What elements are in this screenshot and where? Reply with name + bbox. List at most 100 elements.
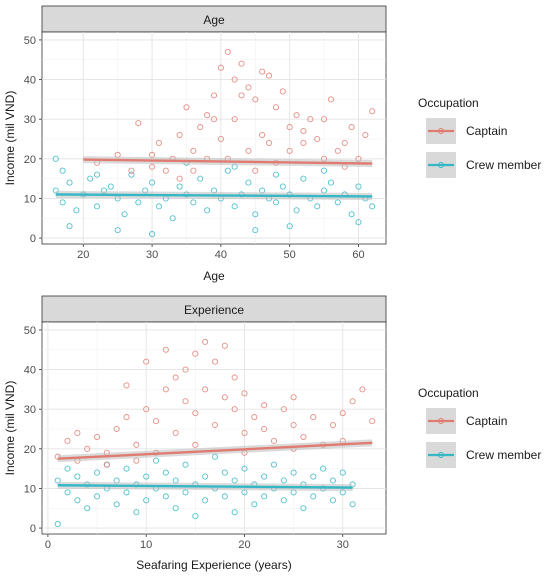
point-captain — [182, 398, 189, 405]
point-captain — [204, 112, 211, 119]
point-crew-member — [149, 231, 156, 238]
point-captain — [172, 429, 179, 437]
point-captain — [286, 147, 293, 154]
point-captain — [162, 386, 169, 393]
point-captain — [259, 68, 266, 75]
y-axis-title-experience: Income (mil VND) — [3, 381, 17, 476]
point-crew-member — [66, 179, 73, 186]
point-captain — [172, 374, 179, 381]
point-crew-member — [113, 501, 120, 508]
point-captain — [197, 124, 204, 131]
point-captain — [221, 342, 228, 349]
legend-key-point-captain-experience — [438, 418, 444, 424]
point-crew-member — [74, 473, 81, 480]
point-crew-member — [74, 497, 81, 504]
legend-key-point-crew-age — [438, 162, 444, 168]
point-crew-member — [143, 497, 150, 504]
point-crew-member — [149, 179, 156, 186]
point-crew-member — [59, 199, 66, 206]
point-captain — [93, 433, 101, 440]
point-crew-member — [192, 513, 199, 520]
x-axis-title-experience: Seafaring Experience (years) — [136, 558, 291, 572]
point-crew-member — [93, 171, 101, 178]
y-tick-label: 0 — [30, 523, 36, 535]
point-crew-member — [176, 183, 183, 190]
tick-labels-experience: 0 10 20 30 0 10 20 30 40 50 — [24, 325, 349, 551]
point-captain — [290, 421, 297, 429]
point-captain — [238, 60, 245, 67]
point-captain — [348, 124, 355, 131]
point-captain — [279, 88, 286, 95]
point-captain — [143, 358, 150, 365]
point-crew-member — [241, 465, 248, 472]
x-tick-label: 60 — [352, 249, 364, 261]
point-crew-member — [231, 477, 238, 484]
point-crew-member — [64, 489, 71, 496]
y-tick-label: 50 — [24, 325, 36, 337]
legend-label-crew-age: Crew member — [466, 158, 541, 172]
point-captain — [349, 398, 356, 405]
point-crew-member — [169, 215, 176, 222]
point-captain — [123, 414, 130, 421]
point-captain — [272, 104, 279, 111]
point-captain — [265, 139, 273, 147]
point-crew-member — [221, 493, 228, 500]
point-captain — [210, 116, 218, 123]
point-crew-member — [329, 477, 336, 484]
point-crew-member — [221, 469, 228, 476]
point-captain — [259, 131, 266, 139]
legend-label-captain-experience: Captain — [466, 414, 507, 428]
y-tick-label: 10 — [24, 193, 36, 205]
x-tick-label: 30 — [337, 539, 349, 551]
point-captain — [300, 139, 307, 147]
point-crew-member — [182, 489, 189, 496]
legend-experience: Occupation Captain Crew member — [418, 386, 541, 468]
panel-experience: Experience 0 10 20 30 0 10 20 30 40 50 Seafaring … — [3, 295, 387, 572]
point-captain — [133, 441, 140, 448]
point-crew-member — [52, 155, 59, 162]
point-crew-member — [339, 469, 346, 476]
point-crew-member — [355, 219, 362, 226]
point-crew-member — [204, 207, 211, 214]
point-captain — [192, 410, 199, 417]
point-crew-member — [123, 465, 130, 472]
point-crew-member — [93, 203, 101, 210]
point-captain — [293, 112, 300, 119]
point-crew-member — [133, 509, 140, 516]
point-captain — [182, 366, 189, 373]
x-tick-label: 0 — [45, 539, 51, 551]
point-captain — [231, 374, 238, 381]
point-captain — [314, 135, 321, 143]
point-captain — [217, 64, 224, 71]
point-captain — [265, 72, 273, 79]
point-crew-member — [261, 473, 268, 480]
point-crew-member — [272, 171, 279, 178]
strip-background-experience — [41, 295, 387, 323]
point-captain — [251, 414, 258, 421]
point-crew-member — [64, 465, 71, 472]
point-captain — [252, 96, 259, 103]
point-captain — [192, 350, 199, 357]
x-tick-label: 10 — [140, 539, 152, 551]
x-tick-label: 20 — [238, 539, 250, 551]
y-tick-label: 10 — [24, 483, 36, 495]
trend-line-captain — [57, 441, 373, 460]
plot-area-age — [41, 31, 387, 245]
trend-lines-age — [55, 156, 373, 200]
point-crew-member — [310, 473, 317, 480]
point-crew-member — [135, 199, 142, 206]
point-crew-member — [293, 207, 300, 214]
point-captain — [113, 425, 120, 433]
point-crew-member — [84, 505, 91, 512]
point-captain — [224, 48, 231, 55]
point-captain — [135, 120, 142, 127]
point-captain — [300, 128, 307, 135]
legend-title-experience: Occupation — [418, 386, 479, 400]
point-captain — [261, 402, 268, 409]
x-tick-label: 20 — [77, 249, 89, 261]
point-captain — [231, 406, 238, 413]
point-captain — [286, 124, 293, 131]
point-captain — [310, 414, 317, 421]
point-captain — [221, 394, 228, 401]
point-captain — [162, 167, 169, 174]
